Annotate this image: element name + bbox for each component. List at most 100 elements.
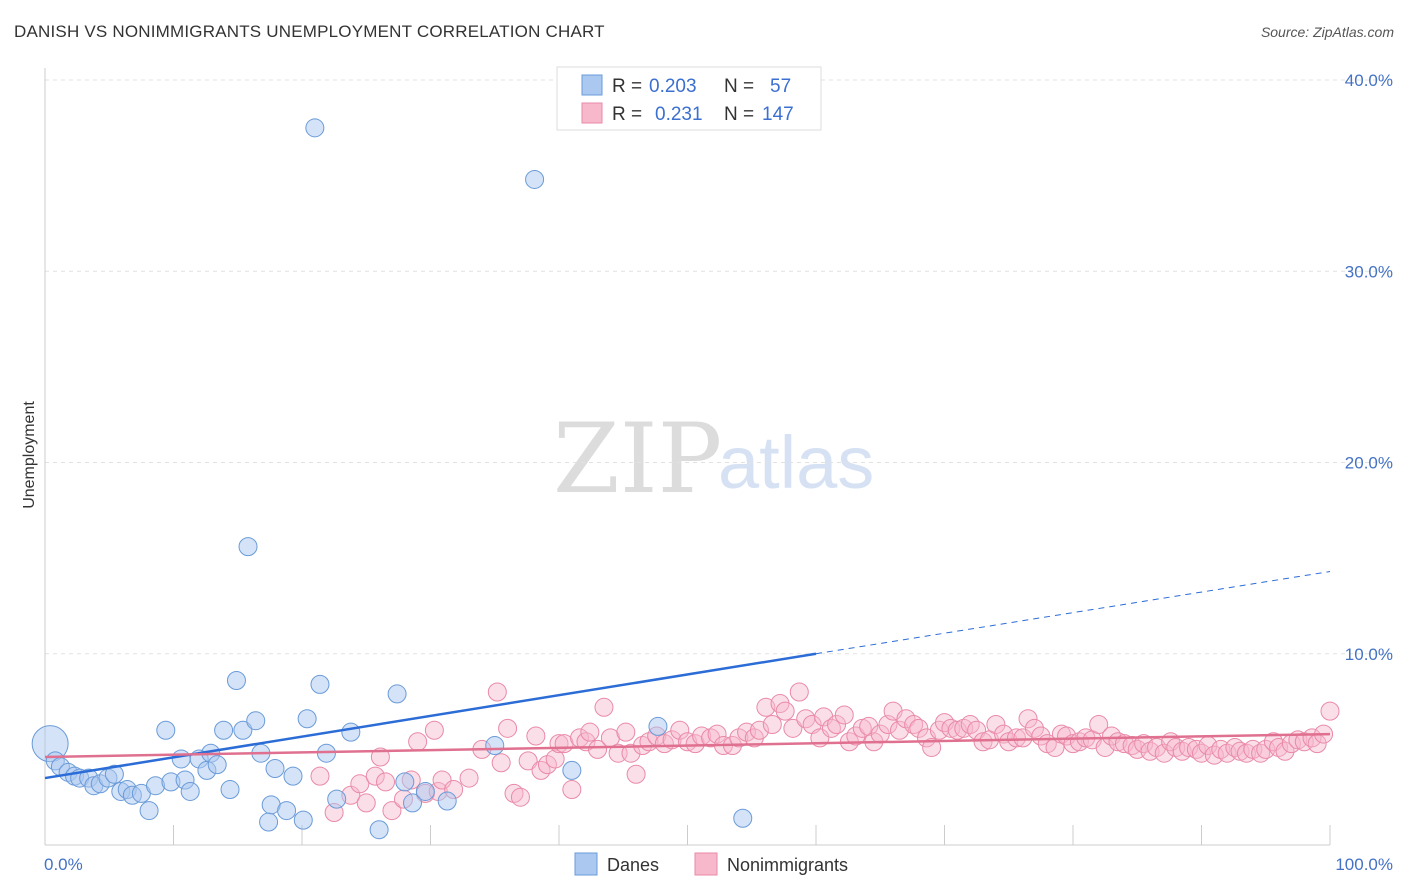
- bottom-legend-non-swatch: [694, 852, 718, 876]
- danes-trend-extension: [815, 571, 1331, 655]
- nonimmigrants-point-106: [1057, 726, 1077, 746]
- legend-danes-r-label: R =: [612, 76, 642, 97]
- nonimmigrants-point-0: [310, 766, 330, 786]
- trend-lines: [44, 571, 1331, 780]
- nonimmigrants-point-73: [846, 726, 866, 746]
- danes-point-15: [139, 801, 159, 821]
- danes-point-38: [293, 810, 313, 830]
- nonimmigrants-point-24: [518, 751, 538, 771]
- nonimmigrants-point-7: [376, 772, 396, 792]
- x-tick-label-1: 100.0%: [1335, 855, 1393, 874]
- grid-lines: [45, 79, 1392, 655]
- danes-point-30: [238, 537, 258, 557]
- danes-point-35: [265, 759, 285, 778]
- danes-point-47: [395, 772, 415, 792]
- nonimmigrants-point-136: [1251, 743, 1271, 763]
- nonimmigrants-point-101: [1024, 718, 1044, 738]
- bottom-legend-danes-label: Danes: [607, 855, 659, 875]
- source-label: Source: ZipAtlas.com: [1260, 24, 1394, 40]
- danes-point-21: [180, 781, 200, 801]
- y-axis-title: Unemployment: [21, 401, 38, 509]
- watermark-zip: ZIP: [553, 403, 722, 515]
- danes-point-48: [403, 793, 423, 813]
- nonimmigrants-point-74: [852, 718, 872, 738]
- nonimmigrants-point-35: [588, 739, 608, 759]
- nonimmigrants-point-85: [922, 737, 942, 757]
- danes-point-46: [387, 684, 407, 704]
- danes-point-51: [485, 736, 505, 756]
- nonimmigrants-point-120: [1147, 737, 1167, 757]
- nonimmigrants-point-46: [662, 730, 682, 750]
- nonimmigrants-point-125: [1179, 737, 1199, 757]
- nonimmigrants-point-55: [729, 728, 749, 748]
- nonimmigrants-point-83: [909, 718, 929, 738]
- nonimmigrants-point-19: [487, 682, 507, 702]
- nonimmigrants-point-36: [594, 697, 614, 717]
- danes-points: [31, 118, 753, 840]
- nonimmigrants-point-115: [1114, 734, 1134, 754]
- legend-danes-n-value: 57: [770, 76, 791, 97]
- nonimmigrants-point-11: [408, 732, 428, 752]
- nonimmigrants-point-17: [459, 768, 479, 788]
- danes-point-37: [283, 766, 303, 786]
- danes-point-27: [220, 780, 240, 800]
- bottom-legend-non-label: Nonimmigrants: [727, 855, 848, 875]
- nonimmigrants-point-126: [1186, 739, 1206, 759]
- nonimmigrants-point-58: [749, 720, 769, 740]
- nonimmigrants-point-25: [526, 726, 546, 746]
- chart-title: DANISH VS NONIMMIGRANTS UNEMPLOYMENT COR…: [14, 22, 605, 41]
- danes-point-49: [415, 781, 435, 801]
- nonimmigrants-point-3: [350, 774, 370, 794]
- legend-non-swatch: [581, 102, 603, 124]
- nonimmigrants-point-89: [947, 720, 967, 740]
- danes-point-29: [233, 720, 253, 740]
- danes-point-55: [733, 808, 753, 828]
- nonimmigrants-point-82: [904, 715, 924, 735]
- danes-point-43: [327, 789, 347, 809]
- danes-point-36: [277, 801, 297, 821]
- danes-point-52: [525, 169, 545, 189]
- danes-point-28: [226, 671, 246, 691]
- tick-labels: 10.0% 20.0% 30.0% 40.0% 0.0% 100.0%: [44, 71, 1393, 874]
- watermark: ZIP atlas: [553, 403, 874, 515]
- legend-non-n-value: 147: [762, 104, 794, 125]
- legend-danes-r-value: 0.203: [649, 76, 697, 97]
- bottom-legend: Danes Nonimmigrants: [574, 852, 848, 876]
- nonimmigrants-point-6: [370, 747, 390, 767]
- nonimmigrants-point-69: [821, 718, 841, 738]
- nonimmigrants-point-4: [356, 793, 376, 813]
- nonimmigrants-point-64: [789, 682, 809, 702]
- legend-non-n-label: N =: [724, 104, 754, 125]
- nonimmigrants-point-60: [762, 715, 782, 735]
- nonimmigrants-point-21: [498, 718, 518, 738]
- nonimmigrants-point-93: [973, 732, 993, 752]
- danes-point-26: [214, 720, 234, 740]
- legend-non-r-label: R =: [612, 104, 642, 125]
- nonimmigrants-point-27: [537, 755, 557, 775]
- top-legend: R = 0.203 N = 57 R = 0.231 N = 147: [556, 66, 822, 131]
- danes-point-39: [297, 709, 317, 729]
- nonimmigrants-point-80: [890, 720, 910, 740]
- nonimmigrants-point-40: [621, 743, 641, 763]
- nonimmigrants-point-28: [545, 749, 565, 769]
- nonimmigrants-point-63: [783, 718, 803, 738]
- nonimmigrants-point-118: [1134, 734, 1154, 754]
- nonimmigrants-point-111: [1089, 715, 1109, 735]
- danes-point-31: [246, 711, 266, 731]
- nonimmigrants-point-59: [756, 697, 776, 717]
- nonimmigrants-trend-line: [44, 732, 1331, 759]
- nonimmigrants-point-70: [827, 715, 847, 735]
- axes: [44, 68, 1331, 846]
- danes-point-50: [437, 791, 457, 811]
- nonimmigrants-point-147: [1320, 701, 1340, 721]
- legend-danes-n-label: N =: [724, 76, 754, 97]
- danes-point-44: [341, 722, 361, 742]
- nonimmigrants-point-23: [510, 787, 530, 807]
- nonimmigrants-point-8: [382, 801, 402, 821]
- danes-point-25: [207, 755, 227, 775]
- danes-point-45: [369, 820, 389, 840]
- danes-point-10: [104, 764, 124, 784]
- nonimmigrants-points: [310, 682, 1340, 822]
- y-tick-label-3: 40.0%: [1345, 71, 1393, 90]
- nonimmigrants-point-5: [365, 766, 385, 786]
